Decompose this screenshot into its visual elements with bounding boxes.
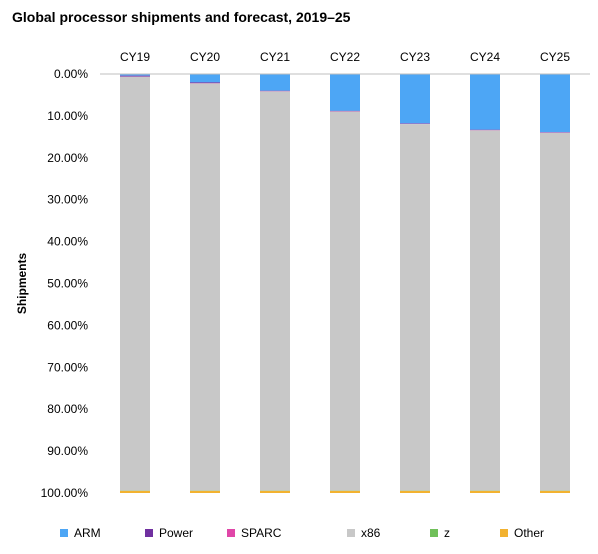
y-axis-label: Shipments [15,253,29,315]
bar-segment-other-cy19 [120,490,150,493]
bar-segment-arm-cy24 [470,74,500,130]
bar-segment-x86-cy20 [190,83,220,491]
legend-swatch-z [430,529,438,537]
bar-segment-other-cy21 [260,490,290,493]
y-tick-labels: 0.00% 10.00% 20.00% 30.00% 40.00% 50.00% 60.00… [41,67,89,500]
x-tick-labels: CY19 CY20 CY21 CY22 CY23 CY24 CY25 [120,50,570,64]
bar-segment-x86-cy22 [330,111,360,491]
chart-title: Global processor shipments and forecast,… [12,9,351,25]
bar-segment-arm-cy23 [400,74,430,124]
bar-segment-other-cy25 [540,490,570,493]
bar-segment-x86-cy23 [400,124,430,491]
y-tick-label: 30.00% [47,193,88,207]
legend: ARM Power SPARC x86 z Other [60,526,544,540]
bar-segment-other-cy22 [330,490,360,493]
y-tick-label: 40.00% [47,235,88,249]
bar-segment-x86-cy19 [120,76,150,491]
legend-label-arm: ARM [74,526,101,540]
legend-swatch-other [500,529,508,537]
x-tick-label-cy19: CY19 [120,50,150,64]
bars [120,74,570,493]
y-tick-label: 90.00% [47,444,88,458]
bar-segment-power-cy20 [190,82,220,84]
y-tick-label: 100.00% [41,486,89,500]
bar-segment-arm-cy22 [330,74,360,111]
legend-swatch-x86 [347,529,355,537]
x-tick-label-cy25: CY25 [540,50,570,64]
legend-label-other: Other [514,526,544,540]
bar-segment-arm-cy20 [190,74,220,83]
legend-label-x86: x86 [361,526,381,540]
y-tick-label: 50.00% [47,277,88,291]
bar-segment-arm-cy19 [120,74,150,76]
legend-swatch-power [145,529,153,537]
x-tick-label-cy24: CY24 [470,50,500,64]
bar-segment-x86-cy24 [470,130,500,491]
y-tick-label: 70.00% [47,360,88,374]
y-tick-label: 60.00% [47,318,88,332]
legend-swatch-arm [60,529,68,537]
bar-segment-x86-cy25 [540,132,570,491]
y-tick-label: 10.00% [47,109,88,123]
legend-swatch-sparc [227,529,235,537]
y-tick-label: 80.00% [47,402,88,416]
y-tick-label: 0.00% [54,67,88,81]
legend-label-power: Power [159,526,193,540]
bar-segment-other-cy23 [400,490,430,493]
bar-segment-arm-cy21 [260,74,290,91]
bar-segment-other-cy24 [470,490,500,493]
y-axis-label-group: Shipments [15,253,29,315]
bar-segment-power-cy19 [120,75,150,77]
bar-segment-arm-cy25 [540,74,570,133]
x-tick-label-cy23: CY23 [400,50,430,64]
x-tick-label-cy20: CY20 [190,50,220,64]
y-tick-label: 20.00% [47,151,88,165]
x-tick-label-cy21: CY21 [260,50,290,64]
x-tick-label-cy22: CY22 [330,50,360,64]
legend-label-z: z [444,526,450,540]
bar-segment-x86-cy21 [260,91,290,491]
legend-label-sparc: SPARC [241,526,282,540]
bar-segment-other-cy20 [190,490,220,493]
